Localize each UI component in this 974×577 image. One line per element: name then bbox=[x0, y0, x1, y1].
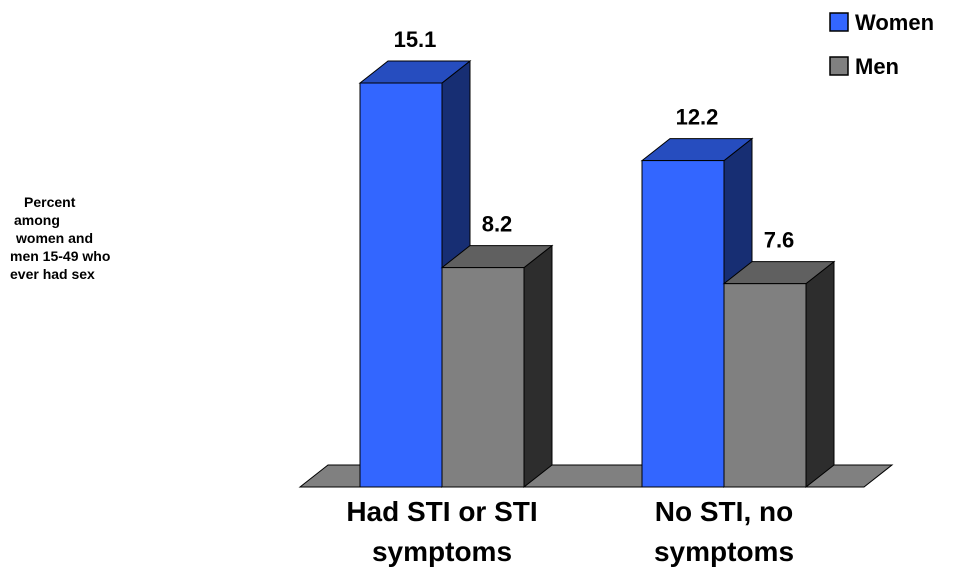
x-tick-label: No STI, no symptoms bbox=[653, 496, 795, 567]
bar-side bbox=[523, 244, 553, 489]
value-label: 15.1 bbox=[394, 27, 437, 52]
legend-swatch bbox=[829, 56, 849, 76]
value-label: 8.2 bbox=[482, 212, 513, 237]
bar-front bbox=[723, 283, 807, 488]
bar-front bbox=[359, 82, 443, 488]
bar bbox=[440, 244, 554, 489]
bar-side bbox=[805, 260, 835, 489]
y-label-line: men 15-49 who bbox=[10, 248, 111, 264]
bar-front bbox=[641, 160, 725, 488]
y-label-line: among bbox=[14, 212, 60, 228]
bar bbox=[722, 260, 836, 489]
legend-swatch bbox=[829, 12, 849, 32]
value-label: 12.2 bbox=[676, 105, 719, 130]
y-label-line: Percent bbox=[24, 194, 76, 210]
y-axis-label: Percent among women and men 15-49 who ever h… bbox=[10, 193, 162, 283]
value-label: 7.6 bbox=[764, 228, 795, 253]
y-label-line: women and bbox=[16, 230, 94, 246]
x-tick-label: Had STI or STI symptoms bbox=[346, 496, 538, 567]
legend-label: Women bbox=[855, 10, 934, 35]
legend-label: Men bbox=[855, 54, 899, 79]
bar-front bbox=[441, 267, 525, 488]
y-label-line: ever had sex bbox=[10, 266, 95, 282]
